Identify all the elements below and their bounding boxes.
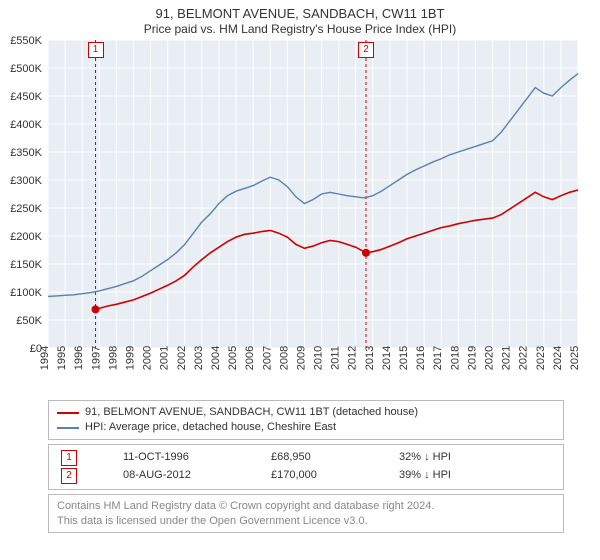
page-subtitle: Price paid vs. HM Land Registry's House … (0, 22, 600, 36)
sale-marker-badge: 2 (358, 42, 374, 58)
svg-text:2015: 2015 (398, 346, 410, 370)
table-row: 2 08-AUG-2012£170,00039% ↓ HPI (57, 467, 555, 485)
svg-text:2023: 2023 (535, 346, 547, 370)
sales-table: 1 11-OCT-1996£68,95032% ↓ HPI 2 08-AUG-2012… (48, 444, 564, 490)
svg-text:1997: 1997 (90, 346, 102, 370)
sale-date: 08-AUG-2012 (119, 467, 267, 485)
legend-item: HPI: Average price, detached house, Ches… (57, 420, 555, 435)
svg-text:2003: 2003 (193, 346, 205, 370)
svg-text:2021: 2021 (501, 346, 513, 370)
svg-text:1994: 1994 (39, 346, 51, 370)
svg-text:2020: 2020 (484, 346, 496, 370)
legend-swatch (57, 427, 79, 429)
svg-text:2025: 2025 (569, 346, 581, 370)
svg-text:2008: 2008 (278, 346, 290, 370)
svg-text:2001: 2001 (159, 346, 171, 370)
svg-text:2002: 2002 (176, 346, 188, 370)
svg-text:£450K: £450K (10, 91, 42, 103)
svg-text:£50K: £50K (16, 315, 42, 327)
svg-text:2007: 2007 (261, 346, 273, 370)
svg-text:2019: 2019 (466, 346, 478, 370)
svg-text:£200K: £200K (10, 231, 42, 243)
svg-text:£400K: £400K (10, 119, 42, 131)
table-row: 1 11-OCT-1996£68,95032% ↓ HPI (57, 449, 555, 467)
svg-text:1996: 1996 (73, 346, 85, 370)
svg-text:2016: 2016 (415, 346, 427, 370)
svg-text:£300K: £300K (10, 175, 42, 187)
svg-text:£350K: £350K (10, 147, 42, 159)
svg-text:£100K: £100K (10, 287, 42, 299)
svg-text:2014: 2014 (381, 346, 393, 370)
sale-marker-icon: 2 (61, 468, 77, 484)
svg-text:1995: 1995 (56, 346, 68, 370)
legend-swatch (57, 412, 79, 414)
legend-label: HPI: Average price, detached house, Ches… (85, 420, 336, 435)
svg-text:2005: 2005 (227, 346, 239, 370)
legend-item: 91, BELMONT AVENUE, SANDBACH, CW11 1BT (… (57, 405, 555, 420)
svg-text:2024: 2024 (552, 346, 564, 370)
legend: 91, BELMONT AVENUE, SANDBACH, CW11 1BT (… (48, 400, 564, 440)
svg-text:2009: 2009 (295, 346, 307, 370)
price-chart: £0£50K£100K£150K£200K£250K£300K£350K£400… (0, 36, 600, 396)
footer-line: Contains HM Land Registry data © Crown c… (57, 499, 555, 514)
svg-text:2018: 2018 (449, 346, 461, 370)
attribution-footer: Contains HM Land Registry data © Crown c… (48, 494, 564, 534)
svg-text:2022: 2022 (518, 346, 530, 370)
page-title: 91, BELMONT AVENUE, SANDBACH, CW11 1BT (0, 6, 600, 21)
sale-price: £170,000 (267, 467, 395, 485)
sale-hpi-delta: 32% ↓ HPI (395, 449, 555, 467)
svg-text:£550K: £550K (10, 36, 42, 47)
svg-text:£250K: £250K (10, 203, 42, 215)
sale-marker-icon: 1 (61, 450, 77, 466)
svg-text:£150K: £150K (10, 259, 42, 271)
svg-text:1999: 1999 (124, 346, 136, 370)
svg-text:£500K: £500K (10, 63, 42, 75)
svg-text:2004: 2004 (210, 346, 222, 370)
sale-date: 11-OCT-1996 (119, 449, 267, 467)
svg-text:2010: 2010 (313, 346, 325, 370)
svg-text:2000: 2000 (142, 346, 154, 370)
sale-price: £68,950 (267, 449, 395, 467)
sale-hpi-delta: 39% ↓ HPI (395, 467, 555, 485)
svg-text:2017: 2017 (432, 346, 444, 370)
sale-marker-badge: 1 (88, 42, 104, 58)
svg-text:2013: 2013 (364, 346, 376, 370)
svg-text:2006: 2006 (244, 346, 256, 370)
svg-text:2011: 2011 (330, 346, 342, 370)
footer-line: This data is licensed under the Open Gov… (57, 514, 555, 529)
svg-text:1998: 1998 (107, 346, 119, 370)
legend-label: 91, BELMONT AVENUE, SANDBACH, CW11 1BT (… (85, 405, 418, 420)
svg-text:2012: 2012 (347, 346, 359, 370)
